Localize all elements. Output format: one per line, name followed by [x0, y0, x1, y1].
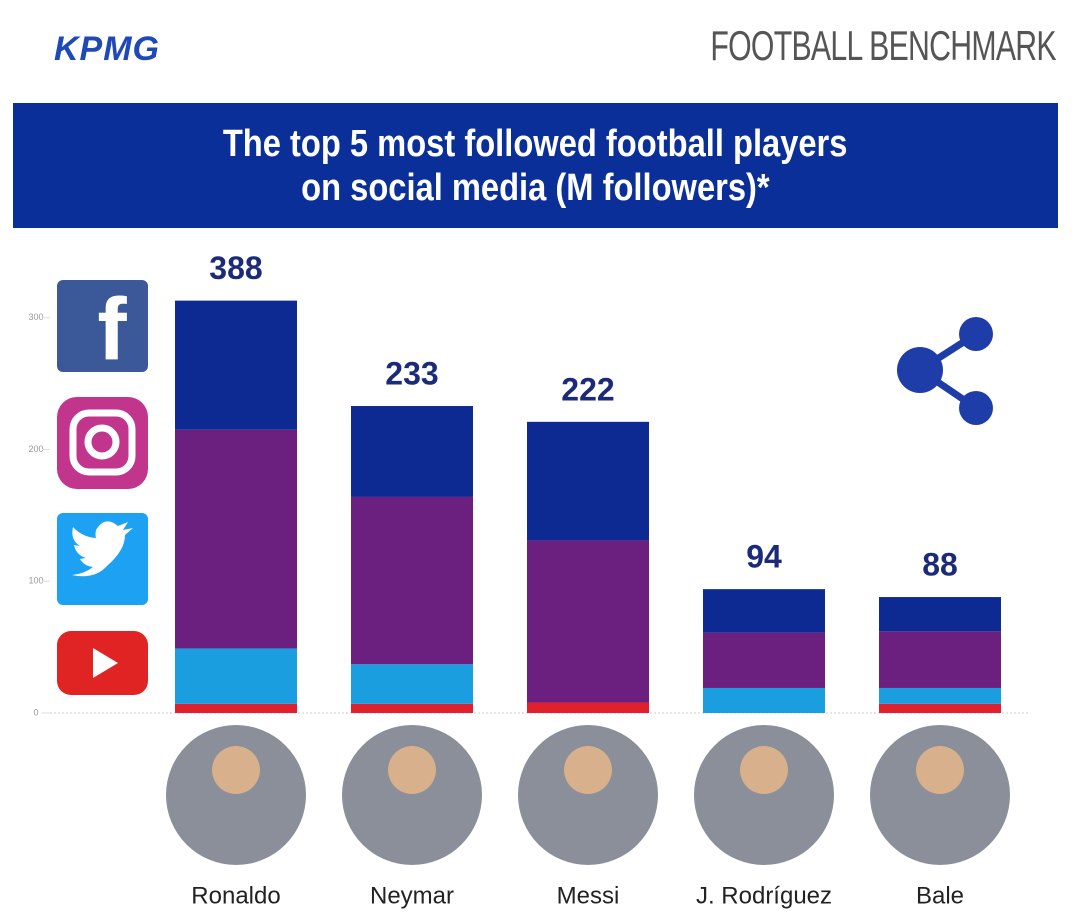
player-photo	[870, 725, 1010, 865]
instagram-glyph	[69, 409, 136, 476]
x-tick-label: J. Rodríguez	[696, 882, 832, 909]
player-photo-face	[212, 746, 260, 794]
share-icon	[897, 317, 993, 425]
bar-segment	[879, 687, 1001, 704]
player-photo	[518, 725, 658, 865]
y-tick-label: 0	[33, 707, 38, 717]
bar-segment	[703, 687, 825, 713]
bar-segment	[703, 632, 825, 688]
bar-segment	[527, 702, 649, 713]
player-photo-face	[388, 746, 436, 794]
bar-segment	[879, 631, 1001, 688]
x-tick-label: Ronaldo	[191, 882, 280, 909]
player-photo	[342, 725, 482, 865]
total-label: 233	[385, 355, 438, 391]
instagram-glyph	[84, 424, 120, 460]
total-label: 388	[209, 250, 262, 286]
chart-title: The top 5 most followed football players	[223, 122, 848, 165]
total-label: 88	[922, 547, 958, 583]
x-tick-label: Bale	[916, 882, 964, 909]
x-tick-label: Messi	[557, 882, 620, 909]
total-label: 94	[746, 539, 782, 575]
twitter-glyph	[72, 521, 133, 577]
legend-icons: f	[57, 279, 148, 695]
bar-segment	[351, 496, 473, 665]
bar-segment	[351, 664, 473, 704]
player-photo	[694, 725, 834, 865]
player-photo-face	[564, 746, 612, 794]
y-tick-label: 100	[28, 576, 43, 586]
bar-segment	[527, 421, 649, 541]
chart-title: on social media (M followers)*	[301, 166, 770, 209]
y-tick-label: 200	[28, 444, 43, 454]
bar-segment	[175, 703, 297, 713]
bar-segment	[175, 300, 297, 430]
bar-segment	[175, 429, 297, 649]
youtube-glyph	[93, 648, 118, 678]
bar-segment	[351, 406, 473, 497]
brand: FOOTBALL BENCHMARK	[710, 22, 1056, 69]
player-photo	[166, 725, 306, 865]
x-tick-label: Neymar	[370, 882, 454, 909]
player-photo-face	[916, 746, 964, 794]
bar-segment	[527, 540, 649, 703]
logo: KPMG	[54, 30, 160, 68]
player-photo-face	[740, 746, 788, 794]
facebook-icon	[57, 280, 148, 372]
title-banner: The top 5 most followed football players…	[13, 103, 1058, 228]
bar-segment	[703, 589, 825, 633]
bar-segment	[879, 597, 1001, 632]
total-label: 222	[561, 371, 614, 407]
bar-segment	[175, 648, 297, 704]
y-tick-label: 300	[28, 312, 43, 322]
bar-segment	[879, 703, 1001, 713]
facebook-glyph: f	[97, 279, 127, 378]
bar-segment	[351, 703, 473, 713]
